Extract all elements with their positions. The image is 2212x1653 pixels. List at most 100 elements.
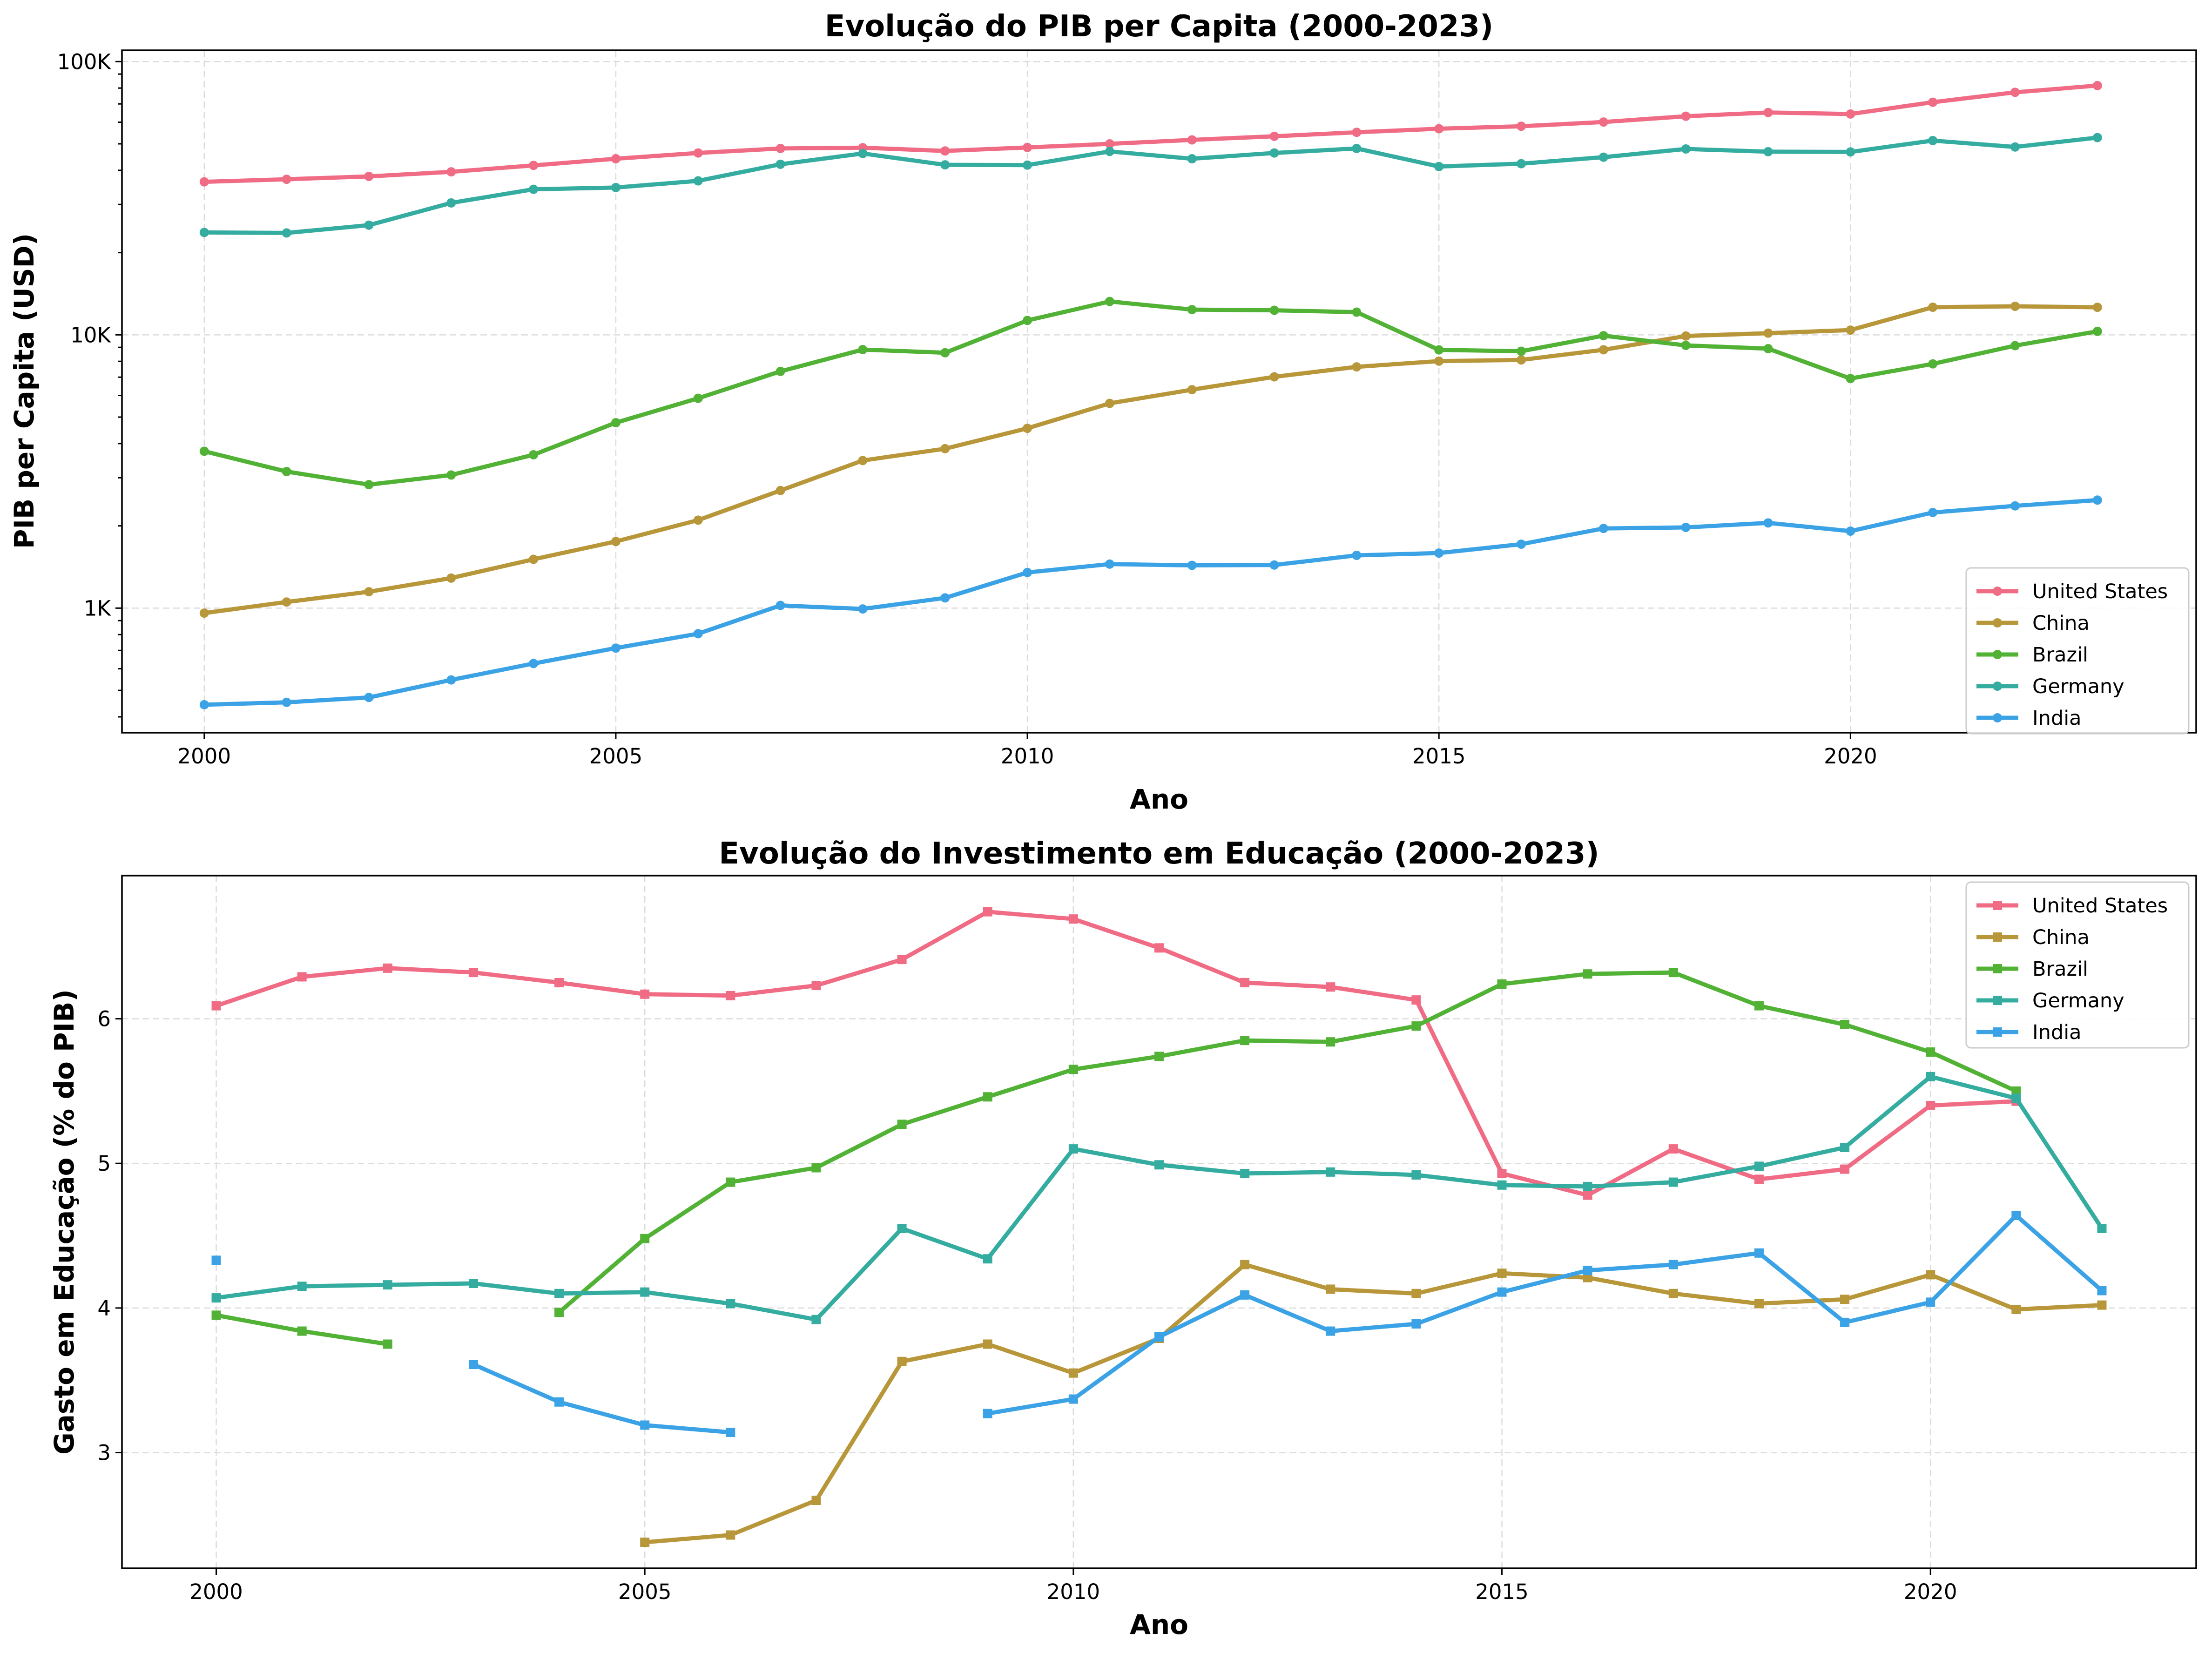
chart1-point-india	[1434, 548, 1444, 558]
chart1-point-germany	[1352, 143, 1362, 153]
chart1-point-germany	[693, 176, 703, 186]
chart2-legend: United States China Brazil Germany India	[1965, 881, 2190, 1049]
chart1-point-china	[2092, 303, 2102, 312]
chart1-x-axis-label: Ano	[1130, 783, 1188, 815]
chart1-point-china	[1681, 331, 1691, 341]
chart2-line-india	[985, 1213, 2104, 1416]
chart1-point-germany	[1763, 147, 1773, 156]
chart2-point-china	[726, 1530, 735, 1540]
chart1-point-germany	[282, 228, 291, 238]
chart1-point-india	[1023, 567, 1032, 577]
chart2-y-axis-label: Gasto em Educação (% do PIB)	[48, 989, 80, 1455]
chart2-point-united-states	[1840, 1164, 1850, 1174]
chart1-x-tick-label: 2015	[1412, 744, 1466, 769]
chart2-point-united-states	[811, 981, 821, 991]
chart1-title: Evolução do PIB per Capita (2000-2023)	[825, 9, 1493, 44]
chart2-point-china	[1668, 1289, 1678, 1298]
chart1-point-india	[529, 659, 539, 668]
chart1-point-germany	[776, 159, 785, 169]
chart2-point-brazil	[726, 1177, 735, 1187]
chart1-y-tick-label: 1K	[84, 596, 112, 621]
chart1-point-brazil	[1105, 297, 1114, 306]
chart1-point-brazil	[1928, 359, 1938, 369]
chart1-point-india	[776, 600, 785, 610]
chart1-legend-item: India	[1976, 707, 2082, 730]
chart1-point-united-states	[1763, 108, 1773, 117]
chart1-legend-item: Germany	[1976, 675, 2124, 698]
chart1-point-germany	[529, 184, 539, 194]
chart1-point-brazil	[1681, 340, 1691, 350]
chart1-point-india	[1928, 507, 1938, 517]
chart2-point-germany	[2011, 1093, 2021, 1103]
chart2-point-united-states	[211, 1001, 221, 1011]
chart1-point-brazil	[2092, 326, 2102, 336]
chart1-series-brazil	[199, 297, 2102, 490]
chart2-point-brazil	[2011, 1086, 2021, 1096]
chart2-series	[211, 907, 2107, 1547]
chart1-point-brazil	[693, 393, 703, 403]
chart2-point-india	[1926, 1297, 1936, 1307]
chart1-point-brazil	[1269, 305, 1279, 315]
chart2-grid	[122, 876, 2196, 1568]
chart2-legend-item: India	[1976, 1021, 2082, 1044]
chart2-point-united-states	[1411, 995, 1421, 1005]
chart2-point-brazil	[1926, 1047, 1936, 1057]
chart2-point-brazil	[983, 1092, 992, 1102]
chart2-y-tick-label: 3	[97, 1440, 111, 1465]
chart2-point-india	[726, 1427, 735, 1437]
chart1-point-united-states	[776, 143, 785, 153]
chart2-point-brazil	[640, 1234, 650, 1243]
chart2-point-united-states	[897, 955, 907, 965]
chart1-point-united-states	[199, 177, 209, 187]
chart2-point-brazil	[1754, 1001, 1764, 1011]
chart2-point-germany	[897, 1223, 907, 1233]
chart1-legend-item: Brazil	[1976, 643, 2088, 667]
chart1-point-china	[364, 587, 374, 597]
chart1-line-china	[202, 304, 2100, 615]
chart2-point-germany	[640, 1287, 650, 1297]
chart1-series-united-states	[199, 81, 2102, 187]
chart2-title: Evolução do Investimento em Educação (20…	[719, 837, 1599, 871]
chart1-point-united-states	[364, 171, 374, 181]
chart2-point-india	[1497, 1287, 1507, 1297]
chart1-point-brazil	[1187, 305, 1197, 315]
chart2-legend-label: China	[2032, 926, 2090, 949]
chart2-point-united-states	[1154, 943, 1164, 953]
chart1-point-united-states	[1517, 121, 1526, 131]
chart1-point-india	[858, 604, 868, 614]
chart1-point-united-states	[1928, 97, 1938, 107]
chart2-line-brazil	[557, 970, 2018, 1315]
chart1-point-germany	[1023, 160, 1032, 170]
chart1-point-brazil	[1846, 374, 1855, 384]
chart2-line-china	[642, 1262, 2104, 1545]
chart1-series-india	[199, 495, 2102, 709]
chart1-x-tick-label: 2020	[1824, 744, 1877, 769]
chart1-point-united-states	[1598, 117, 1608, 127]
chart2-point-germany	[2097, 1223, 2107, 1233]
chart2-point-china	[1840, 1295, 1850, 1304]
chart2-point-germany	[1754, 1161, 1764, 1171]
chart1-point-india	[1598, 524, 1608, 533]
chart2-legend-label: Germany	[2032, 989, 2124, 1012]
chart1-point-germany	[1434, 162, 1444, 171]
chart2-legend-item: Germany	[1976, 989, 2124, 1012]
chart2-point-united-states	[1068, 914, 1078, 924]
chart1-point-india	[1517, 539, 1526, 549]
chart1-point-brazil	[858, 345, 868, 355]
chart2-point-united-states	[1497, 1168, 1507, 1178]
chart2-legend-item: Brazil	[1976, 958, 2088, 981]
chart1-line-india	[202, 498, 2100, 707]
chart1-point-china	[940, 444, 950, 453]
chart1-point-brazil	[1517, 346, 1526, 356]
chart2-point-germany	[1497, 1180, 1507, 1190]
chart2-point-united-states	[1926, 1100, 1936, 1110]
chart2-point-brazil	[1497, 979, 1507, 989]
chart2-point-united-states	[1326, 982, 1335, 992]
chart2-point-india	[1326, 1326, 1335, 1336]
education-chart: Evolução do Investimento em Educação (20…	[48, 837, 2197, 1640]
chart2-y-tick-label: 5	[97, 1151, 111, 1176]
chart1-point-india	[1846, 526, 1855, 536]
chart1-legend-label: United States	[2032, 580, 2168, 603]
chart2-point-brazil	[811, 1163, 821, 1173]
chart2-point-india	[1411, 1319, 1421, 1329]
